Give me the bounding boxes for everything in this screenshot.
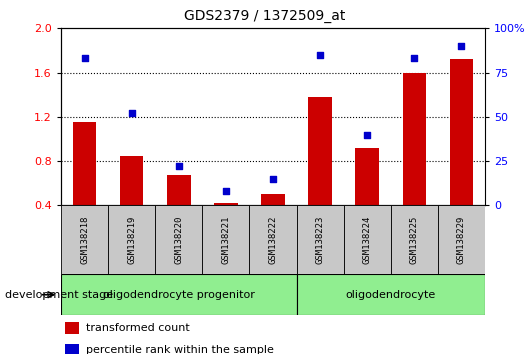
Text: GSM138220: GSM138220 — [174, 216, 183, 264]
Bar — [449, 59, 473, 205]
Bar — [73, 122, 96, 205]
Point — [363, 132, 372, 137]
Point — [269, 176, 277, 182]
Bar — [120, 155, 144, 205]
Point — [127, 110, 136, 116]
Point — [457, 43, 466, 49]
Bar — [250, 205, 296, 274]
Text: oligodendrocyte: oligodendrocyte — [346, 290, 436, 300]
Text: GSM138229: GSM138229 — [457, 216, 466, 264]
Text: percentile rank within the sample: percentile rank within the sample — [86, 345, 274, 354]
Bar — [402, 73, 426, 205]
Text: GDS2379 / 1372509_at: GDS2379 / 1372509_at — [184, 9, 346, 23]
Point — [80, 56, 89, 61]
Bar — [108, 205, 155, 274]
Bar — [61, 205, 108, 274]
Bar — [214, 203, 237, 205]
Bar — [61, 274, 296, 315]
Point — [316, 52, 324, 58]
Bar — [308, 97, 332, 205]
Bar — [391, 205, 438, 274]
Bar — [296, 274, 485, 315]
Text: GSM138225: GSM138225 — [410, 216, 419, 264]
Bar — [438, 205, 485, 274]
Bar — [202, 205, 250, 274]
Text: development stage: development stage — [5, 290, 113, 300]
Text: GSM138224: GSM138224 — [363, 216, 372, 264]
Bar — [356, 148, 379, 205]
Bar — [65, 321, 79, 335]
Bar — [167, 176, 190, 205]
Text: GSM138218: GSM138218 — [80, 216, 89, 264]
Bar — [155, 205, 202, 274]
Bar — [65, 344, 79, 354]
Text: transformed count: transformed count — [86, 323, 190, 333]
Bar — [296, 205, 343, 274]
Bar — [343, 205, 391, 274]
Point — [410, 56, 419, 61]
Point — [174, 164, 183, 169]
Text: GSM138222: GSM138222 — [269, 216, 277, 264]
Bar — [261, 194, 285, 205]
Text: GSM138223: GSM138223 — [315, 216, 324, 264]
Text: oligodendrocyte progenitor: oligodendrocyte progenitor — [103, 290, 255, 300]
Text: GSM138221: GSM138221 — [222, 216, 231, 264]
Text: GSM138219: GSM138219 — [127, 216, 136, 264]
Point — [222, 188, 230, 194]
